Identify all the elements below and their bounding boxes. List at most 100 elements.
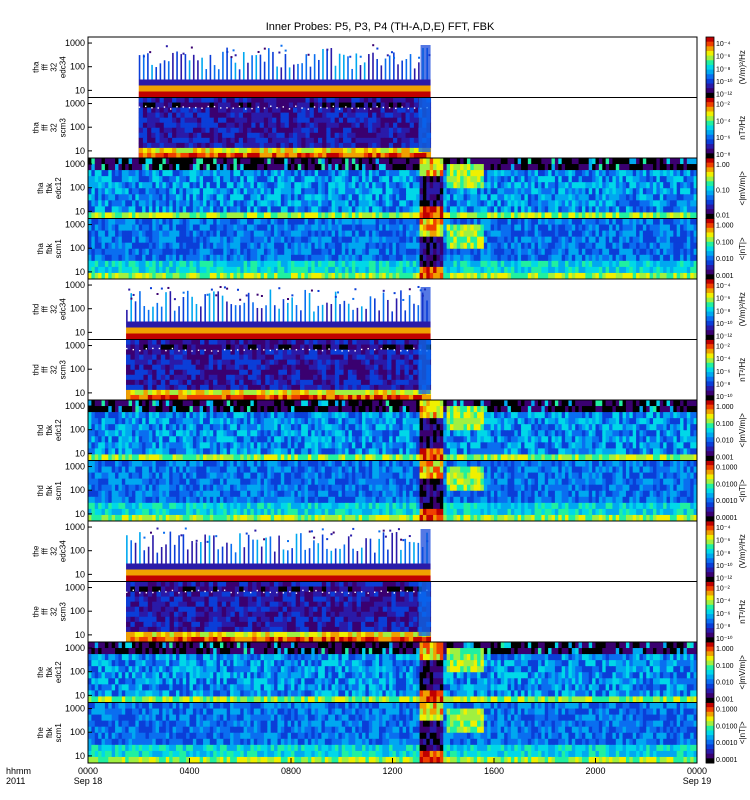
colorbar-segment	[706, 395, 714, 401]
colorbar-segment	[706, 632, 714, 638]
colorbar-tick-label: 10⁻²	[716, 586, 730, 593]
ytick-label: 10	[75, 327, 85, 337]
colorbar-segment	[706, 707, 714, 713]
colorbar-segment	[706, 455, 714, 461]
colorbar-segment	[706, 432, 714, 438]
colorbar-label: <|nT|>	[738, 721, 747, 744]
spectrogram-data	[88, 460, 697, 521]
colorbar-segment	[706, 697, 714, 703]
colorbar-segment	[706, 637, 714, 643]
colorbar-label: nT²/Hz	[738, 358, 747, 382]
panel-10: 10 100 1000 thefff32scm3 10⁻² 10⁻⁴ 10⁻⁶ 10⁻⁸ 10⁻…	[32, 581, 747, 643]
colorbar-segment	[706, 237, 714, 243]
colorbar-segment	[706, 144, 714, 150]
colorbar-segment	[706, 572, 714, 578]
colorbar-segment	[706, 116, 714, 122]
colorbar-segment	[706, 376, 714, 382]
colorbar-label: <|nT|>	[738, 479, 747, 502]
colorbar-tick-label: 10⁻⁴	[716, 598, 731, 605]
colorbar-segment	[706, 642, 714, 648]
colorbar-segment	[706, 693, 714, 699]
panel-ylabel: thafbkscm1	[36, 239, 63, 259]
panel-5: 10 100 1000 thdfff32edc34 10⁻⁴ 10⁻⁶ 10⁻⁸ 10⁻¹⁰ 1…	[32, 278, 747, 341]
colorbar-segment	[706, 595, 714, 601]
ytick-label: 1000	[65, 643, 85, 653]
panel-2: 10 100 1000 thafff32scm3 10⁻² 10⁻⁴ 10⁻⁶ 10⁻⁸ nT²…	[32, 97, 747, 159]
colorbar-segment	[706, 493, 714, 499]
colorbar-segment	[706, 74, 714, 80]
panel-1: 10 100 1000 thafff32edc34 10⁻⁴ 10⁻⁶ 10⁻⁸ 10⁻¹⁰ 1…	[32, 36, 747, 99]
xtick-label: 1600	[484, 766, 504, 776]
colorbar-tick-label: 10⁻⁶	[716, 369, 730, 376]
colorbar-segment	[706, 758, 714, 764]
ytick-label: 1000	[65, 159, 85, 169]
colorbar-tick-label: 10⁻⁶	[716, 54, 730, 61]
colorbar-segment	[706, 446, 714, 452]
colorbar-segment	[706, 590, 714, 596]
spectrogram-data	[126, 339, 432, 400]
colorbar-segment	[706, 353, 714, 359]
colorbar-tick-label: 10⁻⁸	[716, 66, 730, 73]
colorbar-tick-label: 0.010	[716, 438, 734, 445]
colorbar-segment	[706, 628, 714, 634]
colorbar-segment	[706, 102, 714, 108]
panel-9: 10 100 1000 thefff32edc34 10⁻⁴ 10⁻⁶ 10⁻⁸ 10⁻¹⁰ 1…	[32, 520, 747, 583]
colorbar-label: nT²/Hz	[738, 600, 747, 624]
ytick-label: 1000	[65, 704, 85, 714]
colorbar-segment	[706, 139, 714, 145]
colorbar-tick-label: 10⁻⁴	[716, 356, 731, 363]
spectrogram-data	[88, 400, 697, 461]
colorbar-segment	[706, 497, 714, 503]
colorbar-tick-label: 0.010	[716, 256, 734, 263]
ytick-label: 1000	[65, 99, 85, 109]
colorbar-segment	[706, 381, 714, 387]
colorbar-label: (V/m)²/Hz	[738, 50, 747, 84]
panel-ylabel: thdfbkedc12	[36, 419, 63, 441]
ytick-label: 1000	[65, 583, 85, 593]
colorbar-segment	[706, 502, 714, 508]
colorbar-segment	[706, 413, 714, 420]
colorbar-tick-label: 0.1000	[716, 707, 738, 714]
colorbar-label: <|nT|>	[738, 237, 747, 260]
colorbar-label: (V/m)²/Hz	[738, 292, 747, 326]
ytick-label: 10	[75, 690, 85, 700]
colorbar-segment	[706, 660, 714, 666]
spectrogram-data	[138, 97, 432, 158]
ytick-label: 1000	[65, 280, 85, 290]
colorbar-segment	[706, 362, 714, 368]
panel-ylabel: thdfff32edc34	[32, 298, 68, 320]
colorbar-segment	[706, 50, 714, 57]
colorbar-segment	[706, 581, 714, 587]
colorbar-tick-label: 10⁻¹²	[716, 92, 733, 99]
colorbar-tick-label: 0.0100	[716, 723, 738, 730]
colorbar-tick-label: 0.100	[716, 663, 734, 670]
colorbar-tick-label: 0.001	[716, 273, 734, 280]
colorbar-label: <|mV/m|>	[738, 655, 747, 690]
colorbar-segment	[706, 306, 714, 313]
colorbar-segment	[706, 125, 714, 131]
colorbar-segment	[706, 739, 714, 745]
colorbar-segment	[706, 544, 714, 550]
colorbar-segment	[706, 730, 714, 736]
colorbar-segment	[706, 106, 714, 112]
spectrogram-data	[126, 285, 431, 340]
colorbar-segment	[706, 316, 714, 322]
colorbar-segment	[706, 209, 714, 215]
ytick-label: 10	[75, 630, 85, 640]
ytick-label: 100	[70, 183, 85, 193]
ytick-label: 100	[70, 243, 85, 253]
colorbar-segment	[706, 437, 714, 443]
panel-ylabel: thefbkedc12	[36, 661, 63, 683]
colorbar-tick-label: 10⁻⁸	[716, 550, 730, 557]
colorbar-segment	[706, 344, 714, 350]
colorbar-segment	[706, 232, 714, 238]
ytick-label: 10	[75, 267, 85, 277]
ytick-label: 10	[75, 751, 85, 761]
colorbar-segment	[706, 465, 714, 471]
colorbar-segment	[706, 372, 714, 378]
colorbar-segment	[706, 725, 714, 731]
